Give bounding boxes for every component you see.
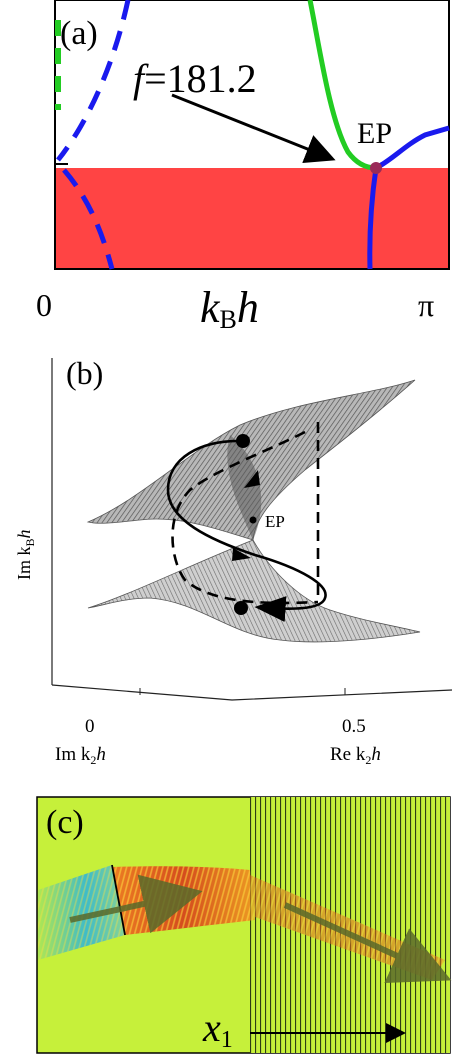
panel-a-x-tick-left: 0 — [36, 287, 52, 323]
panel-b-axis-bottom — [51, 684, 453, 701]
panel-b-dashed-path — [171, 430, 319, 605]
panel-b-x-axis-right-label: Re k2h — [330, 744, 381, 767]
panel-b-ep-point — [249, 516, 257, 524]
panel-b: EP (b) Im kBh 0 0.5 Im k2h Re k2h — [14, 355, 453, 767]
panel-b-y-axis-label: Im kBh — [14, 529, 37, 580]
panel-b-x-axis-left-label: Im k2h — [55, 744, 106, 767]
panel-a-label: (a) — [60, 15, 98, 52]
panel-a-green-branch — [307, 0, 377, 171]
panel-a-ep-label: EP — [357, 117, 392, 150]
panel-b-start-point — [236, 434, 250, 448]
panel-a: (a) f=181.2 EP 0 π kBh — [36, 0, 450, 330]
panel-b-x-tick-05: 0.5 — [342, 716, 366, 737]
panel-a-blue-dashed-lower — [62, 168, 115, 270]
panel-a-arrow — [171, 93, 336, 164]
panel-a-annotation: f=181.2 — [133, 56, 257, 101]
panel-b-x-tick-0: 0 — [85, 716, 95, 737]
panel-c-label: (c) — [46, 804, 84, 841]
panel-a-blue-branch-lower — [367, 167, 379, 270]
panel-a-x-tick-right: π — [418, 287, 434, 323]
panel-b-lower-sheet — [87, 539, 421, 643]
panel-c-x-label: x1 — [202, 1005, 233, 1053]
panel-a-x-axis-label: kBh — [200, 283, 259, 330]
panel-c-interface — [111, 864, 126, 936]
panel-b-ep-label: EP — [265, 512, 285, 531]
panel-b-end-point — [234, 601, 248, 615]
panel-b-label: (b) — [66, 355, 103, 391]
panel-c: (c) x1 — [36, 796, 452, 1054]
panel-a-band — [56, 168, 448, 268]
panel-c-arrow-incident — [69, 874, 203, 934]
panel-b-solid-path — [166, 439, 327, 623]
panel-a-ep-point — [370, 162, 382, 174]
panel-c-arrow-transmitted — [283, 902, 452, 983]
